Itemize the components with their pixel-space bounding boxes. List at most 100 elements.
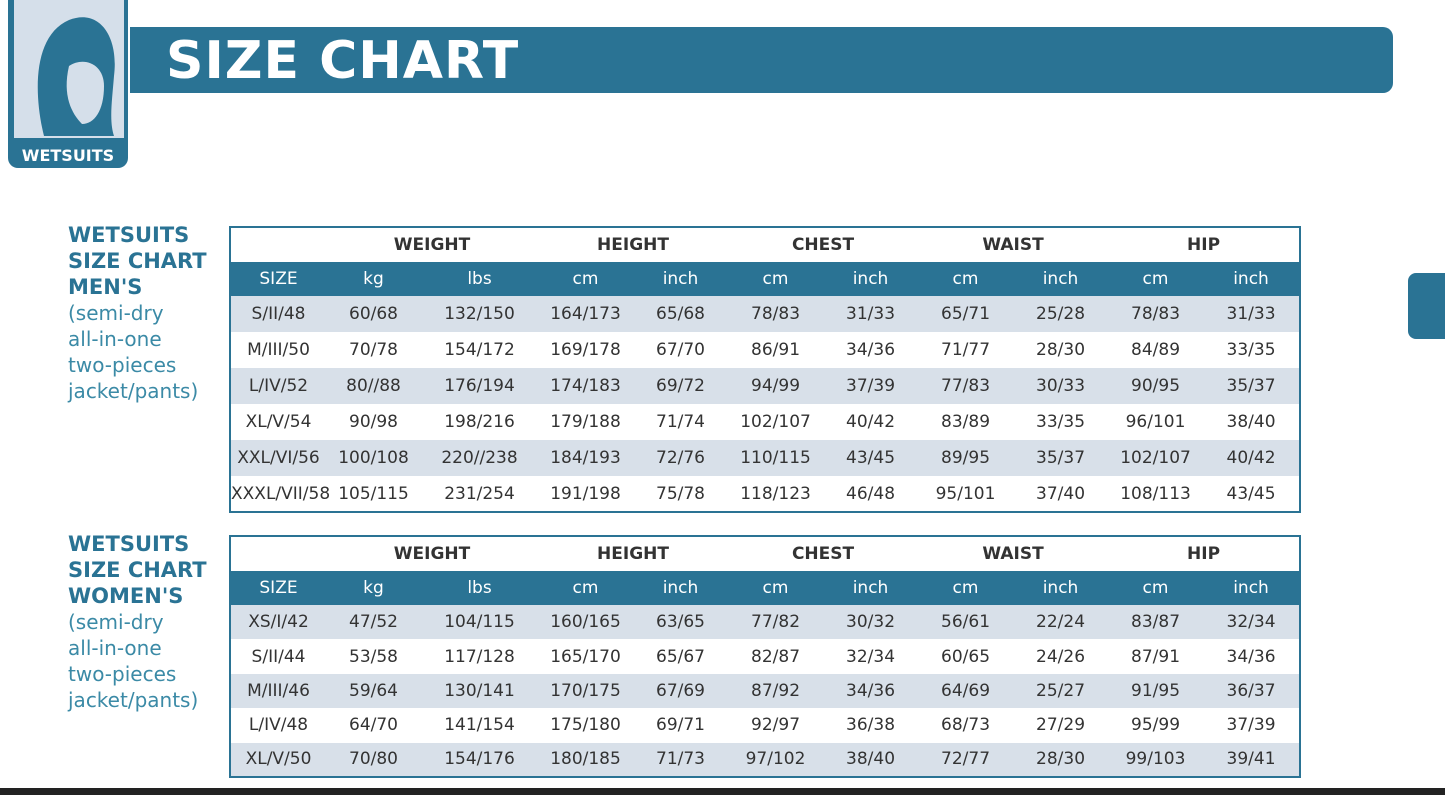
size-table: WEIGHT HEIGHT CHEST WAIST HIP SIZE kg lbs cm inch… [229,226,1302,513]
label-title: MEN'S [68,275,143,299]
cell: 89/95 [918,440,1014,476]
column-header: inch [1013,262,1109,296]
cell: 132/150 [421,296,538,332]
cell: 24/26 [1036,646,1086,667]
group-header: CHEST [791,544,855,564]
group-header: HIP [1187,544,1221,564]
cell: 68/73 [941,715,991,736]
cell: 100/108 [326,440,421,476]
cell: 164/173 [538,296,633,332]
cell: 71/77 [941,340,991,360]
cell: 95/99 [1131,715,1181,736]
cell: 34/36 [1226,646,1276,667]
cell: 94/99 [728,368,824,404]
column-header: kg [326,262,421,296]
cell: 118/123 [740,483,811,504]
cell: 65/71 [918,296,1014,332]
cell: 67/69 [633,673,729,709]
cell: 32/34 [1203,605,1301,640]
cell: 36/38 [846,715,896,736]
cell: XL/V/54 [245,412,312,432]
cell: 179/188 [550,412,621,432]
column-header: inch [1203,262,1301,296]
cell: 87/92 [728,673,824,709]
blank-cell [230,227,326,262]
title-banner: SIZE CHART [130,27,1393,93]
group-header: HEIGHT [597,544,669,564]
cell: 46/48 [846,483,896,504]
cell: 72/77 [918,742,1014,777]
cell: 102/107 [740,412,811,432]
cell: 60/68 [326,296,421,332]
cell: 31/33 [823,296,919,332]
cell: 37/40 [1036,483,1086,504]
cell: 25/28 [1013,296,1109,332]
bottom-strip [0,788,1445,795]
cell: 43/45 [823,440,919,476]
cell: 95/101 [935,483,996,504]
cell: 117/128 [444,646,515,667]
cell: 63/65 [633,605,729,640]
cell: 71/74 [656,412,705,432]
cell: S/II/48 [230,296,326,332]
cell: 34/36 [823,673,919,709]
cell: M/III/50 [247,340,310,360]
cell: 28/30 [1013,742,1109,777]
cell: 104/115 [421,605,538,640]
cell: 65/68 [633,296,729,332]
label-note: (semi-dry [68,610,164,634]
cell: 84/89 [1131,340,1181,360]
cell: 77/83 [918,368,1014,404]
column-header: cm [918,571,1014,605]
badge-icon-bg [14,0,124,138]
cell: M/III/46 [230,673,326,709]
data-row: L/IV/52 80//88 176/194 174/183 69/72 94/99 37/… [230,368,1301,404]
cell: 220//238 [421,440,538,476]
cell: 78/83 [1108,296,1204,332]
cell: 43/45 [1226,483,1276,504]
cell: 53/58 [349,646,398,667]
label-note: jacket/pants) [68,688,199,712]
section-label: WETSUITS SIZE CHART WOMEN'S (semi-dry all-in… [68,531,207,713]
label-title: SIZE CHART [68,558,207,582]
cell: 80//88 [326,368,421,404]
cell: 75/78 [656,483,705,504]
cell: 198/216 [444,412,515,432]
group-header: WAIST [982,235,1044,255]
cell: 64/70 [349,715,398,736]
cell: 70/78 [349,340,398,360]
cell: 30/33 [1013,368,1109,404]
blank-cell [230,536,326,571]
cell: 69/72 [633,368,729,404]
cell: 175/180 [550,715,621,736]
column-header: inch [1013,571,1109,605]
cell: 70/80 [326,742,421,777]
cell: 56/61 [918,605,1014,640]
badge-text: WETSUITS [21,146,115,165]
data-row: M/III/50 70/78 154/172 169/178 67/70 86/91 34/… [230,332,1300,368]
cell: L/IV/52 [230,368,326,404]
section-label: WETSUITS SIZE CHART MEN'S (semi-dry all-in-o… [68,222,207,404]
cell: 96/101 [1125,412,1186,432]
cell: 180/185 [538,742,633,777]
cell: 71/73 [633,742,729,777]
cell: 39/41 [1203,742,1301,777]
cell: 154/176 [421,742,538,777]
cell: 86/91 [751,340,801,360]
cell: 82/87 [751,646,801,667]
label-note: all-in-one [68,636,162,660]
cell: 77/82 [728,605,824,640]
column-header: inch [1203,571,1301,605]
cell: 30/32 [823,605,919,640]
title: SIZE CHART [166,31,520,91]
label-note: jacket/pants) [68,379,199,403]
badge: WETSUITS [8,0,128,168]
cell: 83/89 [941,412,991,432]
cell: 110/115 [728,440,824,476]
cell: 102/107 [1108,440,1204,476]
column-header: cm [918,262,1014,296]
cell: XXL/VI/56 [230,440,326,476]
group-header: CHEST [791,235,855,255]
data-row: L/IV/48 64/70 141/154 175/180 69/71 92/97 36/3… [230,708,1300,742]
cell: 174/183 [538,368,633,404]
